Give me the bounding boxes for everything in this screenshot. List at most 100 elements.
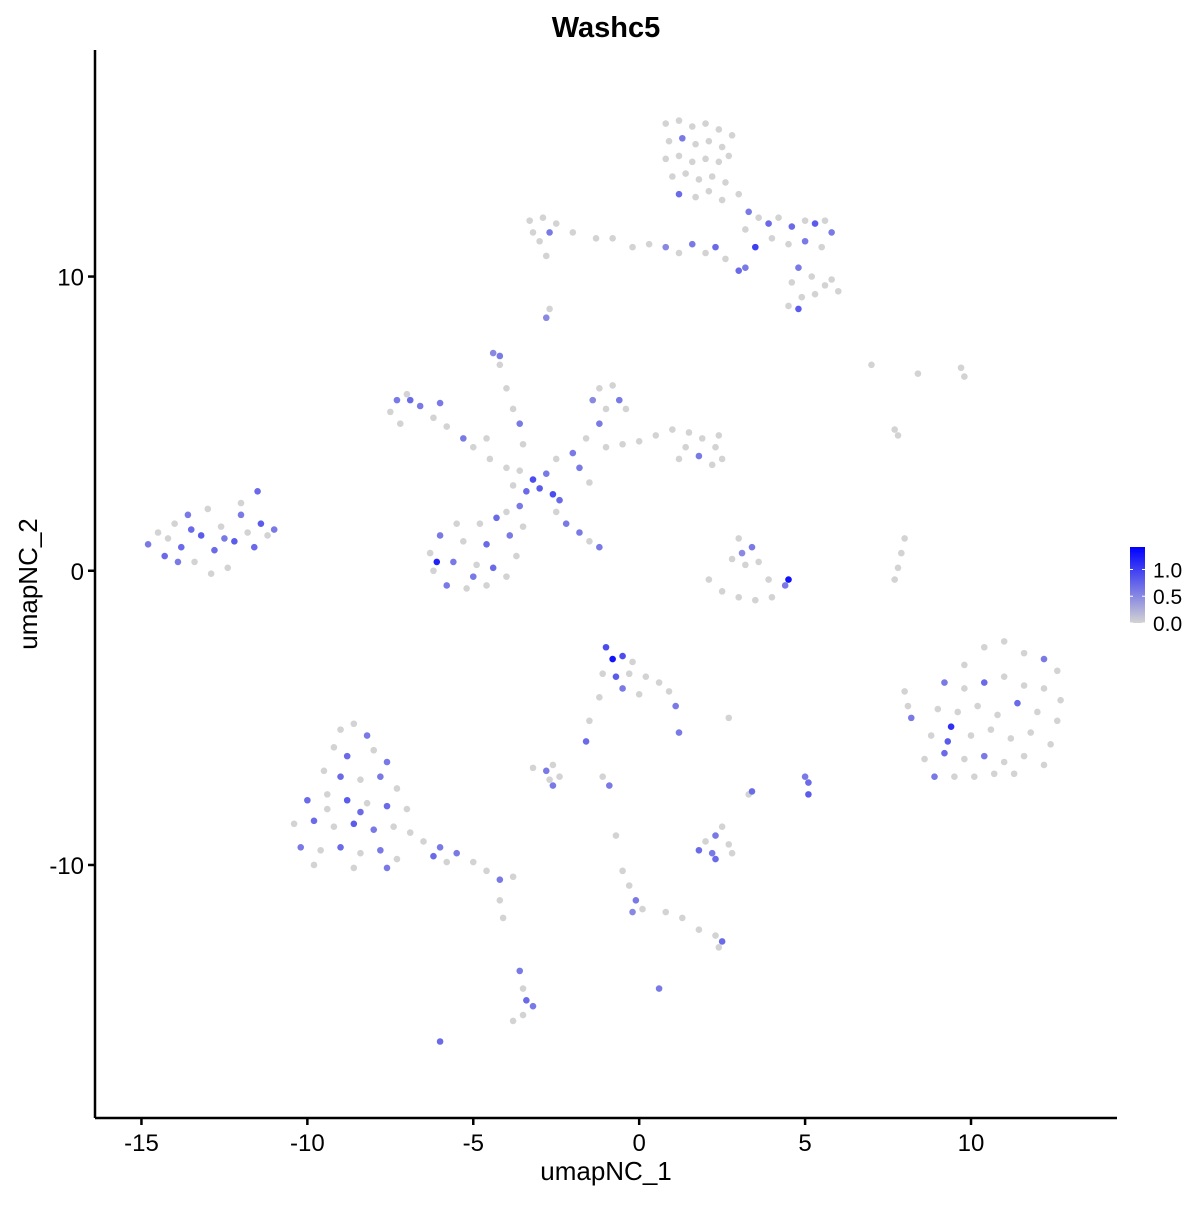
data-point [503, 573, 510, 580]
data-point [655, 985, 663, 992]
data-point [669, 173, 676, 180]
data-point [755, 214, 762, 222]
data-point [629, 908, 636, 916]
data-point [542, 767, 550, 775]
x-axis-label: umapNC_1 [540, 1156, 672, 1186]
data-point [798, 293, 806, 301]
data-point [569, 229, 577, 236]
data-point [396, 420, 404, 427]
y-axis-label: umapNC_2 [13, 518, 43, 650]
data-point [337, 773, 344, 781]
data-point [483, 540, 490, 548]
data-point [250, 543, 258, 551]
data-point [652, 432, 660, 439]
data-point [728, 555, 736, 563]
data-point [596, 693, 603, 701]
data-point [443, 582, 451, 589]
data-point [506, 532, 514, 539]
data-point [1007, 735, 1015, 742]
data-point [443, 423, 451, 430]
data-point [290, 820, 298, 828]
x-tick-label: 5 [798, 1130, 811, 1157]
colorbar-tick-label: 1.0 [1153, 559, 1182, 582]
data-point [702, 838, 709, 845]
data-point [1027, 729, 1035, 736]
data-point [377, 773, 384, 781]
data-point [788, 279, 796, 286]
y-tick-label: 10 [57, 265, 84, 292]
data-point [957, 364, 965, 372]
data-point [420, 838, 427, 845]
data-point [708, 173, 716, 180]
data-point [539, 214, 547, 222]
data-point [569, 449, 577, 457]
data-point [393, 855, 401, 863]
data-point [904, 702, 912, 710]
data-point [552, 220, 560, 227]
data-point [509, 482, 517, 489]
data-point [685, 429, 693, 436]
data-point [980, 679, 988, 686]
data-point [901, 688, 908, 695]
data-point [542, 252, 550, 260]
data-point [1057, 696, 1064, 704]
data-point [625, 670, 633, 678]
data-point [669, 426, 676, 433]
data-point [781, 582, 789, 589]
data-point [1020, 649, 1028, 657]
data-point [718, 455, 726, 463]
data-point [529, 229, 537, 236]
data-point [907, 714, 915, 722]
data-point [596, 543, 603, 551]
data-point [552, 508, 560, 516]
data-point [662, 243, 670, 251]
data-point [898, 549, 905, 557]
data-point [576, 464, 583, 472]
data-point [469, 858, 477, 866]
data-point [536, 485, 543, 492]
data-point [990, 770, 998, 778]
data-point [257, 520, 265, 527]
colorbar-legend: 1.0 0.5 0.0 [1130, 547, 1182, 636]
data-point [317, 846, 324, 854]
data-point [785, 302, 792, 310]
data-point [692, 140, 699, 148]
data-point [980, 643, 988, 651]
data-point [675, 152, 683, 160]
data-point [961, 755, 968, 763]
data-point [211, 546, 218, 554]
data-point [469, 443, 477, 451]
data-point [523, 997, 530, 1004]
data-point [1010, 770, 1018, 778]
data-point [619, 685, 626, 692]
data-point [1040, 685, 1048, 692]
data-point [821, 282, 829, 289]
data-point [834, 287, 842, 295]
data-point [237, 511, 245, 519]
data-point [715, 944, 723, 951]
x-tick-label: -5 [463, 1130, 484, 1157]
data-point [549, 782, 557, 789]
data-point [453, 849, 460, 857]
data-point [768, 593, 776, 601]
data-point [980, 752, 988, 760]
data-point [941, 679, 948, 686]
data-point [894, 564, 902, 572]
data-point [592, 234, 600, 242]
data-point [330, 743, 338, 751]
data-point [483, 435, 490, 442]
data-point [715, 126, 723, 133]
data-point [921, 755, 928, 763]
data-point [383, 864, 391, 872]
data-point [516, 502, 524, 510]
data-point [237, 499, 245, 507]
data-point [609, 234, 616, 242]
data-point [602, 405, 610, 413]
data-point [496, 896, 504, 904]
data-point [406, 396, 414, 404]
data-point [387, 408, 394, 416]
data-point [310, 817, 318, 825]
data-point [1000, 758, 1008, 766]
data-point [430, 567, 437, 575]
data-point [619, 440, 626, 448]
